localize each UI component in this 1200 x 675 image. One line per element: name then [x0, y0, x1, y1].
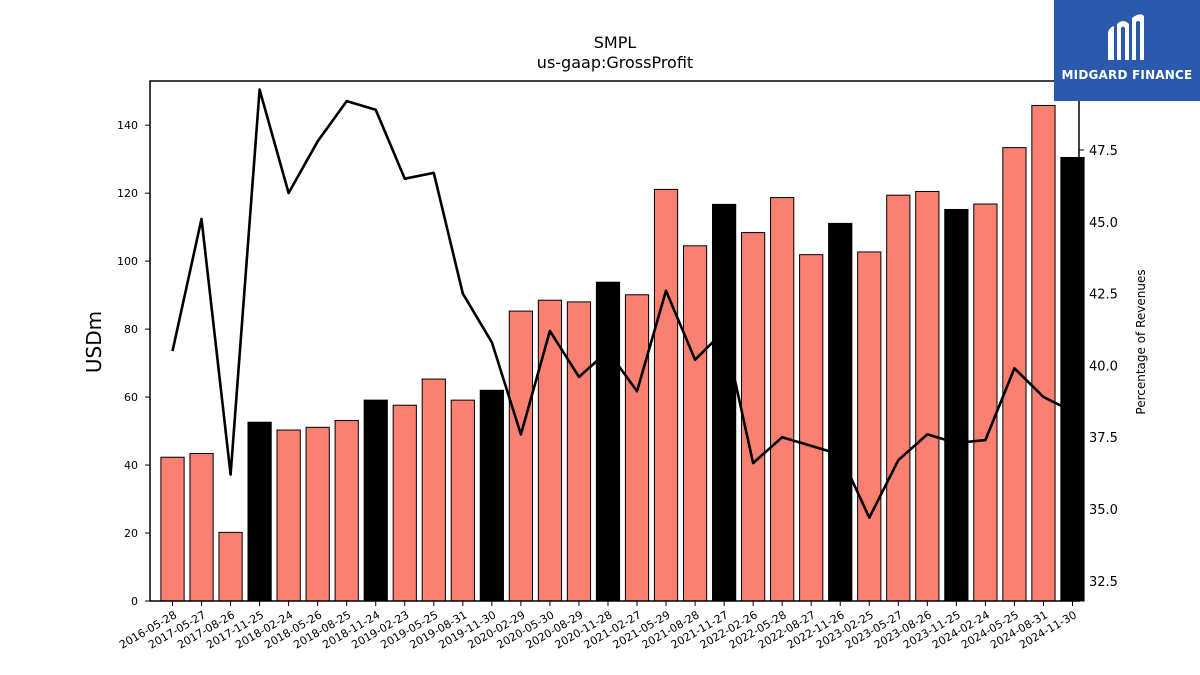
bar-2020-02-29 — [508, 310, 534, 602]
bar-2019-08-31 — [450, 399, 475, 602]
bar-2021-08-28 — [682, 245, 708, 602]
bar-2021-11-27 — [711, 203, 737, 602]
y-tick-label: 60 — [124, 391, 138, 404]
chart-subtitle: us-gaap:GrossProfit — [537, 53, 693, 72]
chart-title: SMPL — [594, 33, 637, 52]
y2-tick-label: 32.5 — [1089, 575, 1118, 590]
y2-tick-label: 42.5 — [1089, 288, 1118, 303]
y-tick-label: 120 — [117, 187, 138, 200]
bar-2018-08-25 — [334, 420, 359, 602]
bar-2022-08-27 — [799, 254, 824, 602]
y-axis-label: USDm — [82, 311, 106, 373]
bar-2024-02-24 — [973, 203, 998, 602]
bar-2022-11-26 — [828, 222, 853, 602]
bar-2017-08-26 — [218, 531, 243, 602]
brand-name: MIDGARD FINANCE — [1061, 68, 1193, 82]
brand-logo: MIDGARD FINANCE — [1054, 0, 1200, 101]
y2-axis-label: Percentage of Revenues — [1134, 269, 1148, 414]
bar-2019-05-25 — [421, 378, 446, 602]
bar-2017-05-27 — [189, 452, 214, 602]
bar-2021-02-27 — [624, 294, 650, 602]
bar-2016-05-28 — [160, 456, 185, 602]
bar-2020-11-28 — [595, 281, 621, 602]
bar-2022-05-28 — [770, 197, 795, 602]
bar-2018-11-24 — [363, 399, 388, 602]
bar-2021-05-29 — [653, 188, 679, 602]
y-axis-left: 0 20 40 60 80 100 120 140 — [117, 119, 150, 608]
y-tick-label: 40 — [124, 459, 138, 472]
bar-2020-08-29 — [566, 301, 592, 602]
y2-tick-label: 47.5 — [1089, 144, 1118, 159]
bar-2017-11-25 — [247, 421, 272, 602]
bar-2019-02-23 — [392, 404, 417, 602]
y-tick-label: 140 — [117, 119, 138, 132]
y-tick-label: 80 — [124, 323, 138, 336]
plot-frame — [149, 80, 1080, 602]
midgard-logo-icon — [1108, 14, 1144, 60]
bar-series — [160, 104, 1085, 602]
y-axis-right: 32.5 35.0 37.5 40.0 42.5 45.0 47.5 — [1079, 144, 1118, 590]
line-series — [171, 88, 1074, 520]
y-tick-label: 0 — [131, 595, 138, 608]
bar-2018-05-26 — [305, 426, 330, 602]
bar-2023-08-26 — [915, 190, 940, 602]
margin-line — [171, 88, 1074, 520]
bar-2024-11-30 — [1060, 156, 1085, 602]
y-tick-label: 20 — [124, 527, 138, 540]
x-axis: 2016-05-282017-05-272017-08-262017-11-25… — [117, 601, 1079, 652]
bar-2018-02-24 — [276, 429, 301, 602]
bar-2023-11-25 — [944, 208, 969, 602]
bar-2022-02-26 — [741, 232, 766, 602]
bar-2023-05-27 — [886, 194, 911, 602]
bar-2024-08-31 — [1031, 104, 1056, 602]
bar-2023-02-25 — [857, 251, 882, 602]
y2-tick-label: 45.0 — [1089, 216, 1118, 231]
y2-tick-label: 35.0 — [1089, 503, 1118, 518]
bar-2024-05-25 — [1002, 147, 1027, 602]
y2-tick-label: 40.0 — [1089, 359, 1118, 374]
y2-tick-label: 37.5 — [1089, 431, 1118, 446]
y-tick-label: 100 — [117, 255, 138, 268]
bar-2019-11-30 — [479, 389, 504, 602]
